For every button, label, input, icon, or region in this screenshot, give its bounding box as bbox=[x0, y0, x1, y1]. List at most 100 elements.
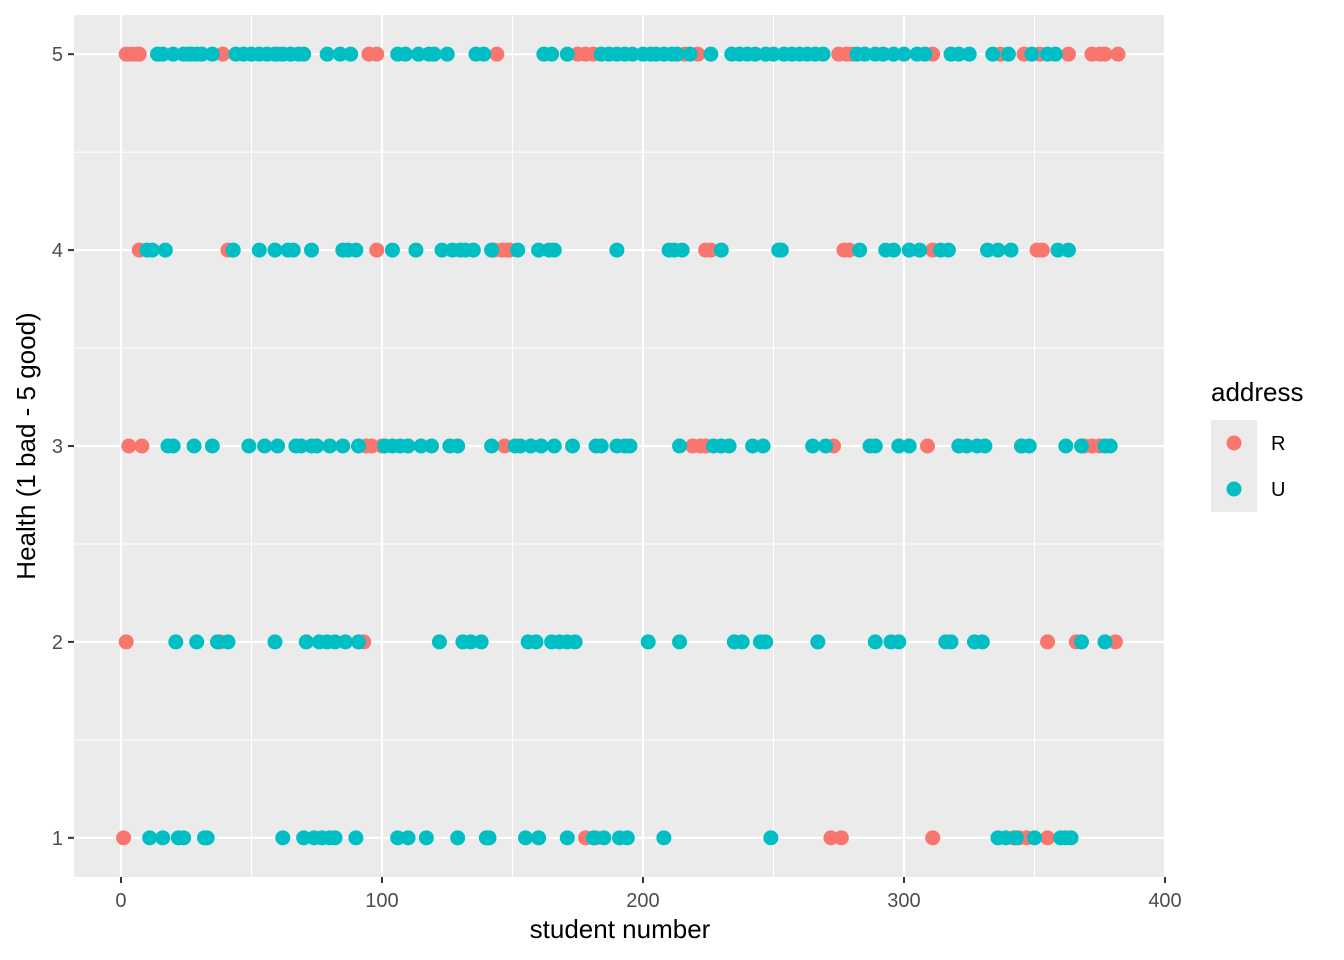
data-point-u bbox=[408, 242, 424, 258]
data-point-u bbox=[891, 438, 907, 454]
x-axis-title: student number bbox=[530, 914, 711, 944]
data-point-u bbox=[609, 242, 625, 258]
data-point-u bbox=[1102, 438, 1118, 454]
y-axis-title: Health (1 bad - 5 good) bbox=[11, 312, 41, 579]
data-points bbox=[116, 46, 1126, 846]
data-point-u bbox=[293, 438, 309, 454]
data-point-u bbox=[528, 634, 544, 650]
data-point-u bbox=[713, 242, 729, 258]
data-point-r bbox=[369, 242, 385, 258]
data-point-u bbox=[585, 830, 601, 846]
y-axis: 1 2 3 4 5 bbox=[52, 44, 74, 850]
data-point-u bbox=[940, 242, 956, 258]
data-point-u bbox=[763, 830, 779, 846]
data-point-r bbox=[919, 438, 935, 454]
data-point-u bbox=[1073, 438, 1089, 454]
data-point-u bbox=[1063, 830, 1079, 846]
data-point-u bbox=[319, 46, 335, 62]
data-point-u bbox=[593, 438, 609, 454]
data-point-u bbox=[186, 438, 202, 454]
data-point-u bbox=[765, 46, 781, 62]
x-tick-label: 400 bbox=[1148, 890, 1181, 912]
data-point-u bbox=[896, 46, 912, 62]
data-point-u bbox=[411, 46, 427, 62]
data-point-u bbox=[426, 46, 442, 62]
data-point-u bbox=[1000, 46, 1016, 62]
data-point-u bbox=[917, 46, 933, 62]
data-point-u bbox=[1026, 830, 1042, 846]
data-point-u bbox=[672, 438, 688, 454]
data-point-r bbox=[703, 242, 719, 258]
data-point-u bbox=[886, 242, 902, 258]
data-point-r bbox=[497, 438, 513, 454]
data-point-u bbox=[531, 830, 547, 846]
legend: address R U bbox=[1211, 377, 1304, 512]
data-point-u bbox=[418, 830, 434, 846]
data-point-u bbox=[296, 830, 312, 846]
data-point-u bbox=[773, 242, 789, 258]
data-point-r bbox=[1040, 830, 1056, 846]
data-point-u bbox=[481, 830, 497, 846]
data-point-u bbox=[275, 830, 291, 846]
legend-label-u: U bbox=[1271, 479, 1285, 501]
data-point-u bbox=[559, 46, 575, 62]
data-point-r bbox=[841, 242, 857, 258]
data-point-r bbox=[131, 46, 147, 62]
legend-label-r: R bbox=[1271, 433, 1285, 455]
data-point-u bbox=[546, 438, 562, 454]
data-point-r bbox=[489, 46, 505, 62]
data-point-u bbox=[1024, 46, 1040, 62]
data-point-u bbox=[656, 830, 672, 846]
data-point-u bbox=[450, 830, 466, 846]
data-point-r bbox=[833, 830, 849, 846]
data-point-u bbox=[669, 46, 685, 62]
data-point-u bbox=[745, 438, 761, 454]
data-point-r bbox=[369, 46, 385, 62]
y-tick-label: 4 bbox=[52, 240, 63, 262]
data-point-u bbox=[241, 438, 257, 454]
data-point-u bbox=[974, 634, 990, 650]
data-point-u bbox=[285, 242, 301, 258]
data-point-r bbox=[116, 830, 132, 846]
data-point-u bbox=[747, 46, 763, 62]
data-point-r bbox=[1034, 242, 1050, 258]
data-point-u bbox=[567, 634, 583, 650]
data-point-u bbox=[533, 438, 549, 454]
data-point-u bbox=[304, 242, 320, 258]
data-point-u bbox=[805, 438, 821, 454]
x-axis: 0 100 200 300 400 bbox=[115, 877, 1182, 912]
data-point-u bbox=[473, 634, 489, 650]
data-point-u bbox=[434, 242, 450, 258]
data-point-u bbox=[267, 634, 283, 650]
data-point-u bbox=[674, 242, 690, 258]
data-point-u bbox=[977, 438, 993, 454]
data-point-u bbox=[327, 634, 343, 650]
data-point-u bbox=[450, 438, 466, 454]
data-point-u bbox=[703, 46, 719, 62]
data-point-u bbox=[1021, 438, 1037, 454]
data-point-u bbox=[225, 242, 241, 258]
data-point-u bbox=[943, 634, 959, 650]
data-point-u bbox=[204, 46, 220, 62]
data-point-u bbox=[348, 830, 364, 846]
data-point-u bbox=[350, 438, 366, 454]
data-point-u bbox=[951, 46, 967, 62]
data-point-u bbox=[204, 438, 220, 454]
data-point-u bbox=[1060, 242, 1076, 258]
data-point-u bbox=[857, 46, 873, 62]
data-point-u bbox=[257, 438, 273, 454]
data-point-r bbox=[121, 438, 137, 454]
data-point-u bbox=[721, 438, 737, 454]
x-tick-label: 200 bbox=[626, 890, 659, 912]
data-point-u bbox=[901, 438, 917, 454]
data-point-u bbox=[755, 438, 771, 454]
data-point-u bbox=[1073, 634, 1089, 650]
data-point-u bbox=[400, 830, 416, 846]
data-point-u bbox=[961, 46, 977, 62]
data-point-u bbox=[220, 634, 236, 650]
data-point-u bbox=[270, 438, 286, 454]
data-point-r bbox=[364, 438, 380, 454]
data-point-u bbox=[980, 242, 996, 258]
data-point-u bbox=[165, 46, 181, 62]
